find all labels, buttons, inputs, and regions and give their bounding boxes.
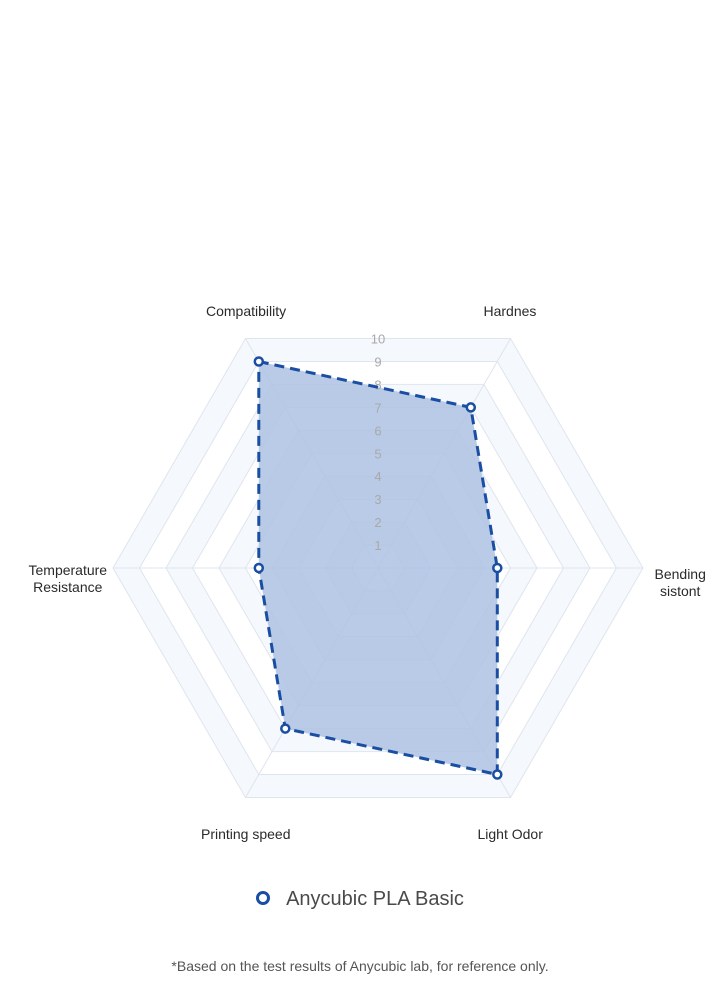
axis-label-4: Printing speed [201,826,291,843]
axis-label-1: Hardnes [484,303,537,320]
footnote: *Based on the test results of Anycubic l… [171,958,549,974]
data-point-5 [253,562,265,574]
axis-label-line: sistont [659,583,701,599]
tick-label-8: 8 [374,377,381,392]
axis-label-2: Bending sistont [655,566,706,600]
axis-label-line: Hardnes [483,303,537,319]
axis-label-0: Compatibility [206,303,286,320]
tick-label-10: 10 [371,332,385,347]
series-area [258,361,498,775]
tick-label-4: 4 [374,469,381,484]
data-point-3 [492,769,503,780]
axis-label-3: Light Odor [478,826,543,843]
axis-label-line: Compatibility [206,303,287,319]
tick-label-1: 1 [374,538,381,553]
tick-label-6: 6 [374,423,381,438]
axis-label-line: Printing speed [201,826,291,842]
axis-label-line: Temperature [28,562,108,578]
tick-label-2: 2 [374,515,381,530]
axis-label-5: Temperature Resistance [29,562,108,596]
tick-label-5: 5 [374,446,381,461]
data-point-4 [280,723,291,734]
axis-label-line: Light Odor [477,826,543,842]
data-point-2 [492,562,503,574]
data-point-0 [253,356,265,367]
axis-label-line: Resistance [33,579,103,595]
tick-label-3: 3 [374,492,381,507]
axis-label-line: Bending [654,566,706,582]
tick-label-7: 7 [374,400,381,415]
legend-label: Anycubic PLA Basic [286,888,464,910]
legend: Anycubic PLA Basic [0,888,720,911]
legend-marker [256,890,271,905]
tick-label-9: 9 [374,354,381,369]
data-point-1 [465,402,477,413]
